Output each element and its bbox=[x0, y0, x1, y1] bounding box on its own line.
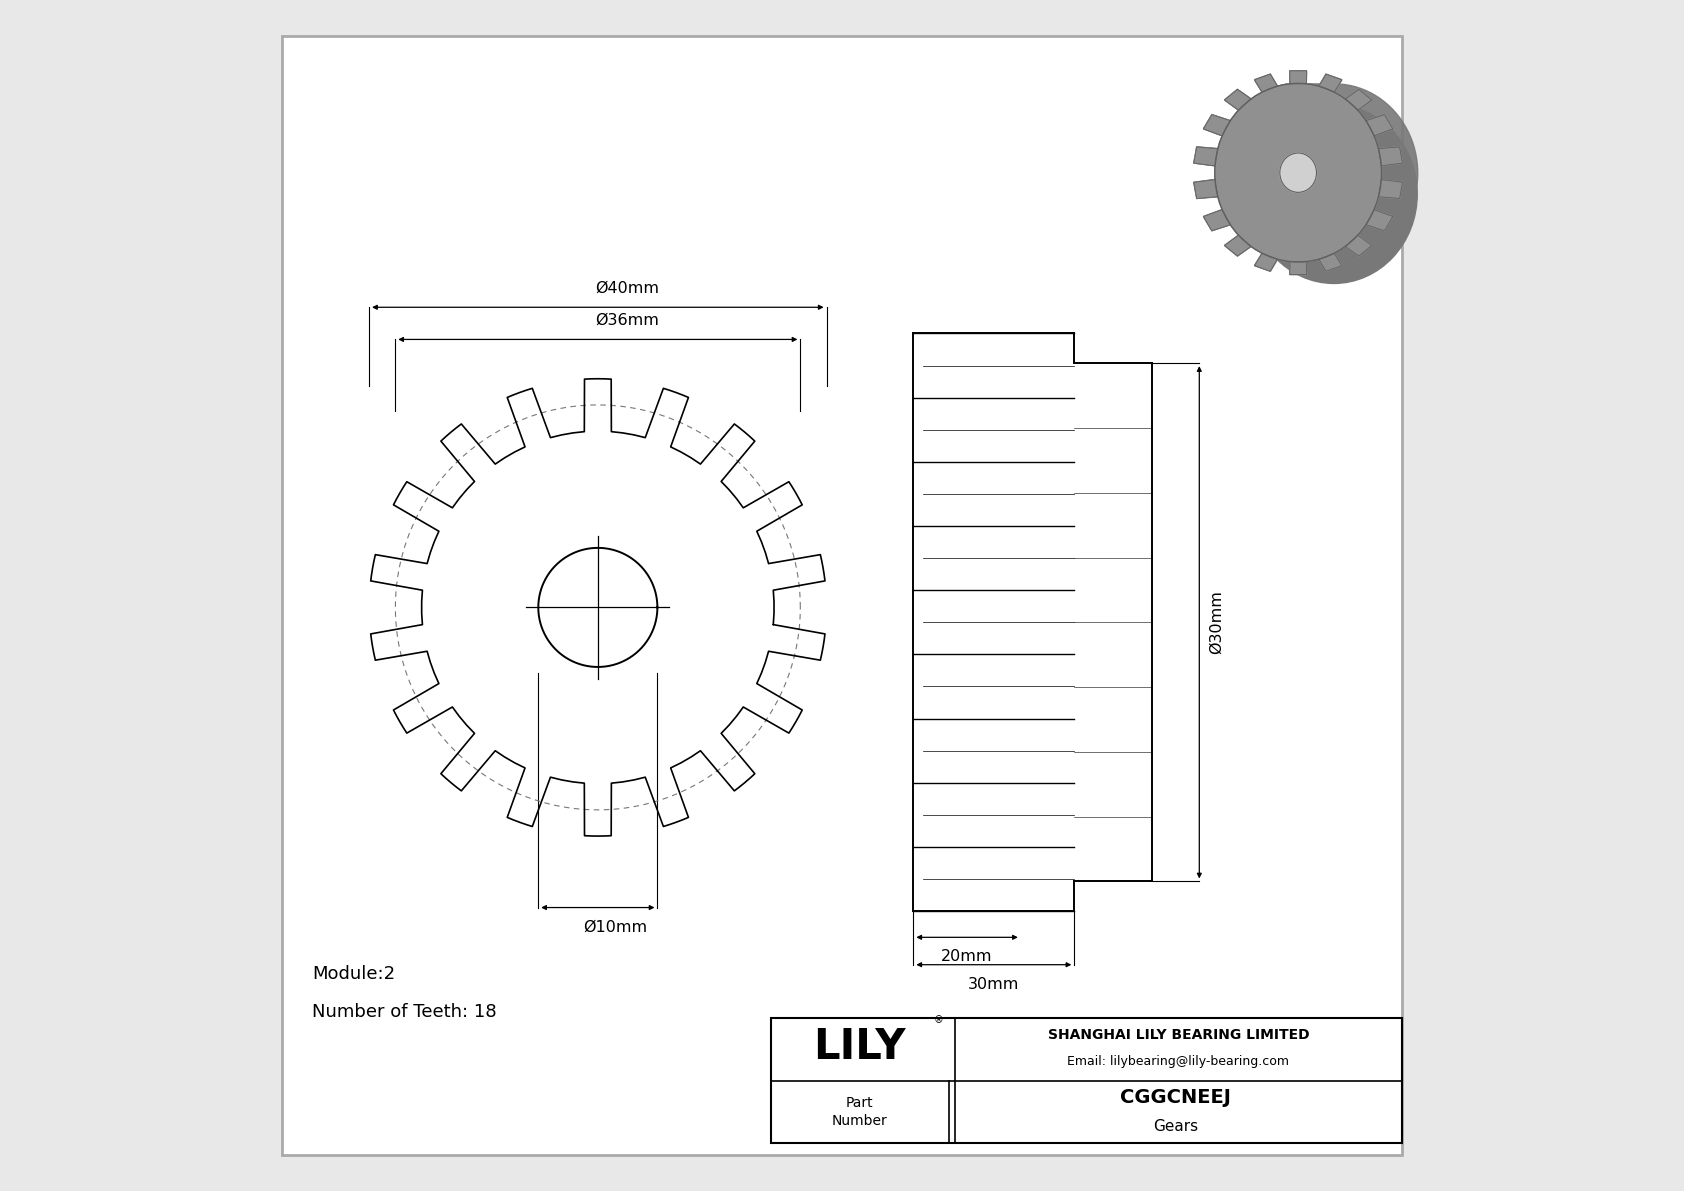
Polygon shape bbox=[1224, 235, 1251, 256]
Text: SHANGHAI LILY BEARING LIMITED: SHANGHAI LILY BEARING LIMITED bbox=[1047, 1028, 1308, 1042]
Polygon shape bbox=[1379, 146, 1403, 166]
Text: Ø10mm: Ø10mm bbox=[584, 919, 648, 935]
Polygon shape bbox=[1194, 180, 1218, 199]
Polygon shape bbox=[1204, 114, 1231, 136]
Text: Gears: Gears bbox=[1154, 1118, 1197, 1134]
Polygon shape bbox=[1204, 210, 1231, 231]
Polygon shape bbox=[1346, 89, 1372, 111]
Polygon shape bbox=[1319, 254, 1342, 272]
Polygon shape bbox=[1379, 146, 1403, 166]
Polygon shape bbox=[1255, 74, 1278, 92]
Text: Module:2: Module:2 bbox=[312, 965, 396, 983]
Text: Part
Number: Part Number bbox=[832, 1096, 887, 1128]
Polygon shape bbox=[1224, 235, 1251, 256]
Ellipse shape bbox=[1214, 83, 1381, 262]
Polygon shape bbox=[1290, 262, 1307, 275]
Polygon shape bbox=[1224, 89, 1251, 111]
Polygon shape bbox=[1194, 146, 1218, 166]
Polygon shape bbox=[1224, 89, 1251, 111]
Text: Ø36mm: Ø36mm bbox=[596, 312, 660, 328]
Ellipse shape bbox=[1251, 105, 1418, 283]
Polygon shape bbox=[1204, 114, 1231, 136]
Polygon shape bbox=[1319, 74, 1342, 92]
Polygon shape bbox=[1346, 235, 1372, 256]
Text: LILY: LILY bbox=[813, 1027, 906, 1068]
Polygon shape bbox=[1319, 74, 1342, 92]
Polygon shape bbox=[1379, 180, 1403, 199]
Text: 20mm: 20mm bbox=[941, 949, 994, 965]
Ellipse shape bbox=[1214, 83, 1381, 262]
Polygon shape bbox=[1346, 89, 1372, 111]
Polygon shape bbox=[1366, 114, 1393, 136]
Polygon shape bbox=[1346, 235, 1372, 256]
Polygon shape bbox=[1379, 180, 1403, 199]
Polygon shape bbox=[1366, 114, 1393, 136]
Polygon shape bbox=[1366, 210, 1393, 231]
Text: Ø30mm: Ø30mm bbox=[1209, 591, 1224, 654]
Polygon shape bbox=[1194, 146, 1218, 166]
Bar bbox=[771, 1018, 1401, 1143]
Polygon shape bbox=[1255, 254, 1278, 272]
Polygon shape bbox=[1319, 254, 1342, 272]
Text: ®: ® bbox=[933, 1015, 943, 1024]
Text: Ø40mm: Ø40mm bbox=[596, 280, 660, 295]
Polygon shape bbox=[1366, 210, 1393, 231]
Text: Number of Teeth: 18: Number of Teeth: 18 bbox=[312, 1003, 497, 1021]
Text: CGGCNEEJ: CGGCNEEJ bbox=[1120, 1089, 1231, 1108]
Polygon shape bbox=[1194, 180, 1218, 199]
Ellipse shape bbox=[1280, 154, 1317, 193]
Text: Email: lilybearing@lily-bearing.com: Email: lilybearing@lily-bearing.com bbox=[1068, 1055, 1290, 1068]
Polygon shape bbox=[1255, 254, 1278, 272]
Polygon shape bbox=[1290, 70, 1307, 83]
Polygon shape bbox=[1204, 210, 1231, 231]
Polygon shape bbox=[1290, 262, 1307, 275]
Polygon shape bbox=[1290, 70, 1307, 83]
Polygon shape bbox=[1255, 74, 1278, 92]
Text: 30mm: 30mm bbox=[968, 977, 1019, 992]
